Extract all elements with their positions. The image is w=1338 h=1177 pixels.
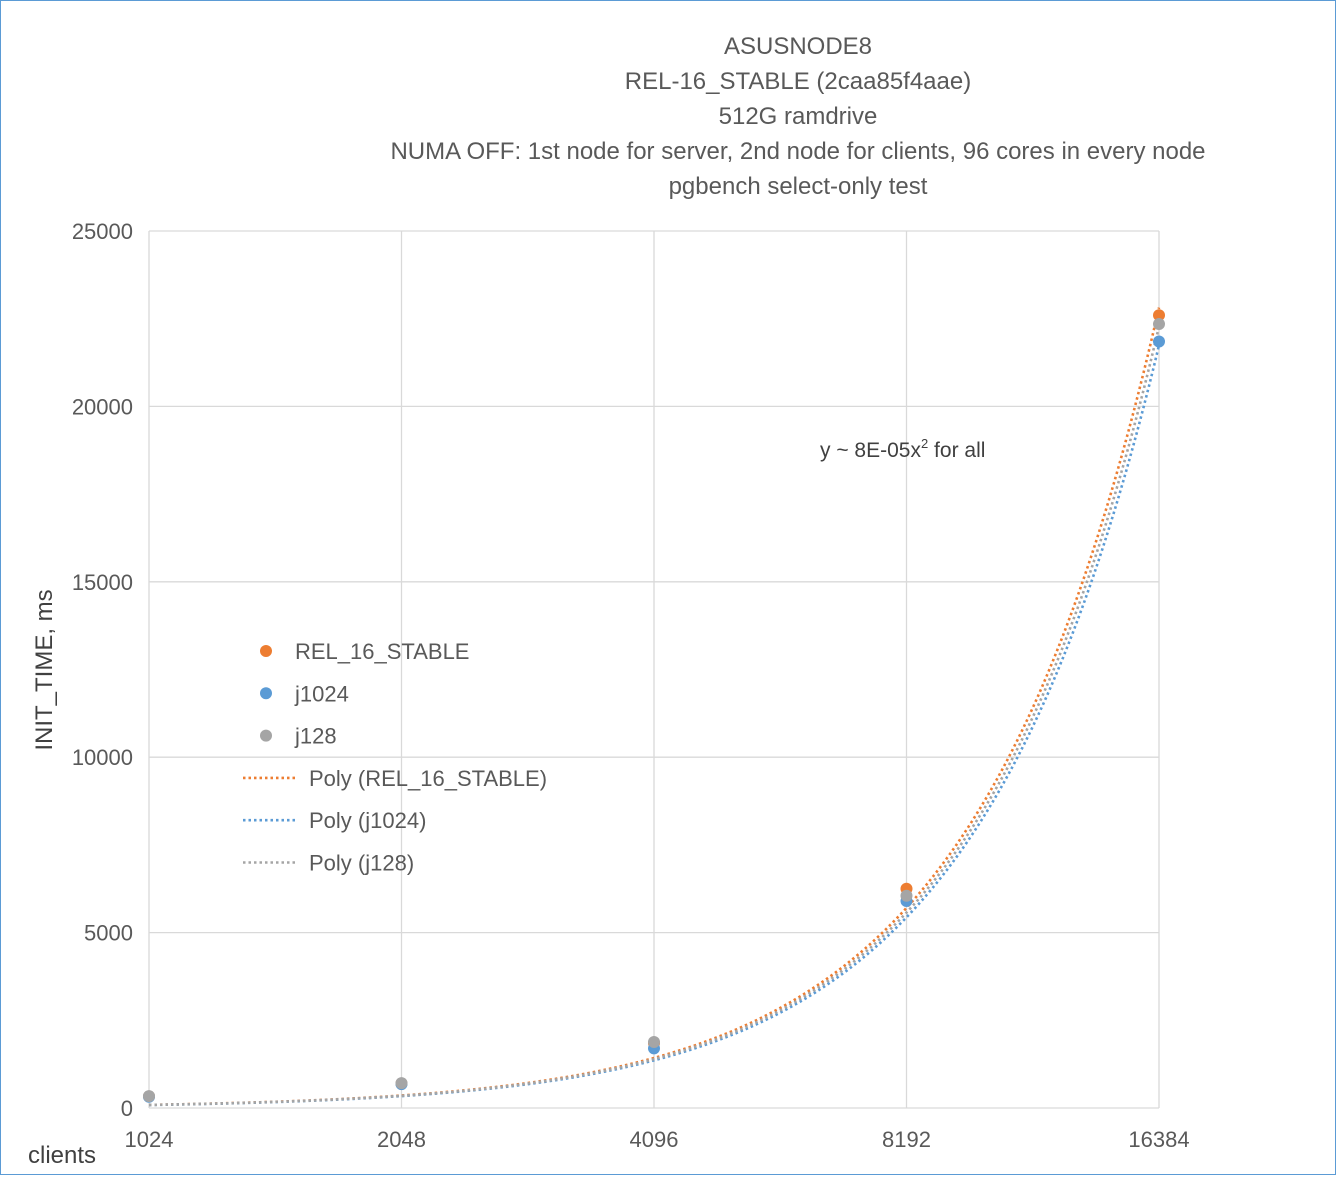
x-tick-label-0: 1024 <box>125 1127 174 1152</box>
x-tick-label-1: 2048 <box>377 1127 426 1152</box>
point-j128-1 <box>395 1077 408 1090</box>
legend-marker-1 <box>260 687 272 700</box>
y-tick-label-4: 20000 <box>72 394 133 419</box>
point-j128-4 <box>1153 317 1165 330</box>
point-j128-2 <box>648 1036 660 1049</box>
point-j1024-4 <box>1153 335 1165 348</box>
legend-marker-2 <box>260 729 272 742</box>
title-line-1: REL-16_STABLE (2caa85f4aae) <box>625 68 971 95</box>
legend-marker-0 <box>260 645 272 657</box>
y-tick-label-2: 10000 <box>72 745 133 770</box>
point-j128-0 <box>143 1090 155 1103</box>
x-tick-label-2: 4096 <box>630 1127 679 1152</box>
x-axis-title: clients <box>28 1142 96 1169</box>
grid <box>148 230 1160 1109</box>
data-points <box>143 309 1165 1103</box>
title-line-2: 512G ramdrive <box>719 103 878 130</box>
x-tick-label-4: 16384 <box>1128 1127 1189 1152</box>
chart-title: ASUSNODE8 REL-16_STABLE (2caa85f4aae) 512G… <box>390 33 1205 200</box>
trendlines <box>148 307 1161 1107</box>
y-axis-title: INIT_TIME, ms <box>31 589 58 750</box>
title-line-4: pgbench select-only test <box>669 173 928 200</box>
legend-label-2: j128 <box>294 724 337 749</box>
annotation: y ~ 8E-05x2 for all <box>820 436 985 462</box>
legend-label-0: REL_16_STABLE <box>295 639 469 664</box>
y-tick-label-3: 15000 <box>72 570 133 595</box>
y-tick-label-5: 25000 <box>72 219 133 244</box>
point-j128-3 <box>900 889 913 902</box>
legend-label-3: Poly (REL_16_STABLE) <box>309 766 547 791</box>
trendline-0 <box>148 307 1161 1107</box>
legend: REL_16_STABLE j1024 j128 Poly (REL_16_STABL… <box>243 639 547 876</box>
x-tick-label-3: 8192 <box>882 1127 931 1152</box>
y-tick-label-1: 5000 <box>84 921 133 946</box>
legend-label-4: Poly (j1024) <box>309 808 426 833</box>
legend-label-1: j1024 <box>294 681 349 706</box>
title-line-0: ASUSNODE8 <box>724 33 872 60</box>
tick-labels: 0 5000 10000 15000 20000 25000 1024 2048 4096 819… <box>72 219 1190 1152</box>
point-REL_16_STABLE-4 <box>1153 309 1165 322</box>
title-line-3: NUMA OFF: 1st node for server, 2nd node … <box>390 138 1205 165</box>
y-tick-label-0: 0 <box>121 1096 133 1121</box>
legend-label-5: Poly (j128) <box>309 851 414 876</box>
trendline-2 <box>148 326 1161 1107</box>
